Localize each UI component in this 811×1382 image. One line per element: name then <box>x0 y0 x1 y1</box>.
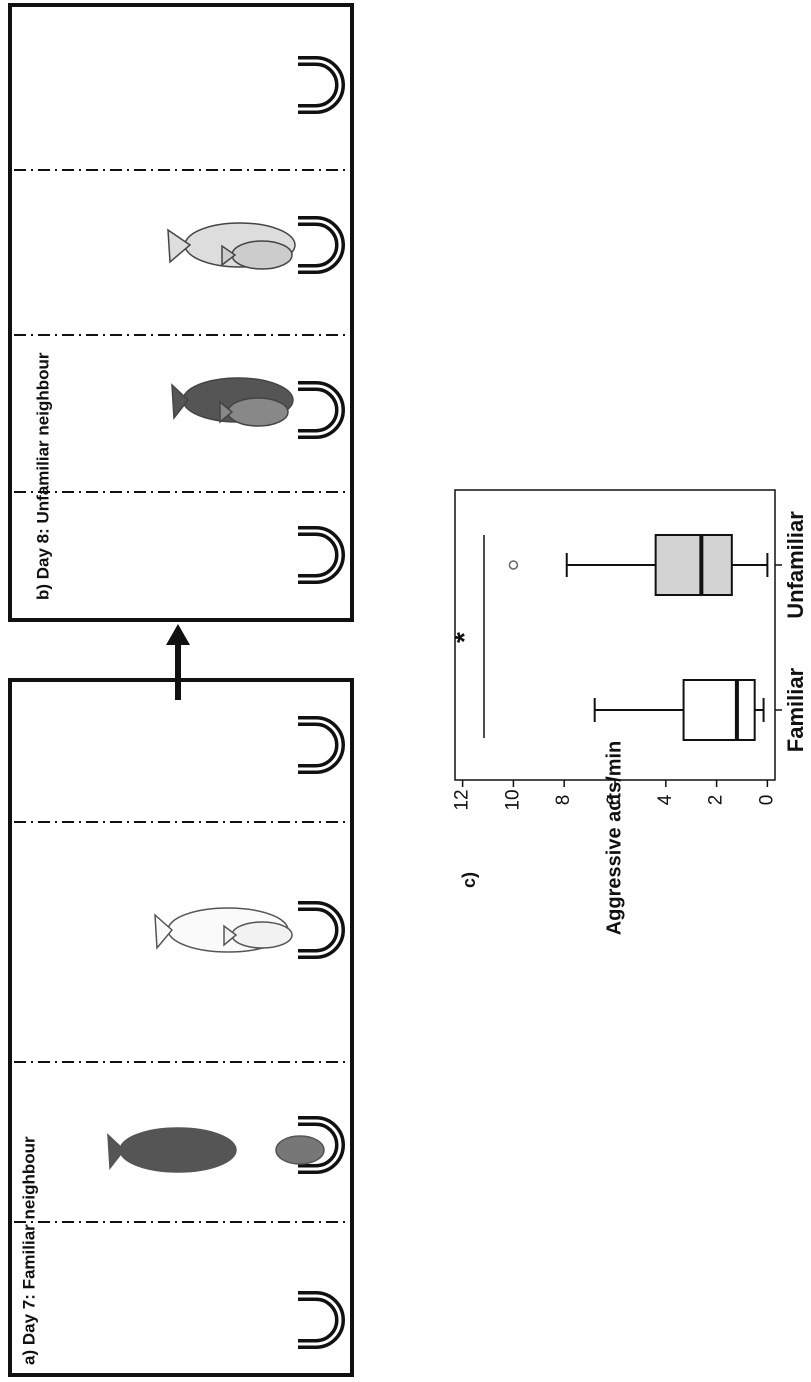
page: b) Day 8: Unfamiliar neighbour a) Day 7:… <box>0 0 811 1382</box>
y-tick-label: 6 <box>604 795 625 806</box>
y-tick-label: 4 <box>655 794 676 805</box>
box <box>684 680 755 740</box>
fish <box>108 908 324 1172</box>
outlier <box>509 561 517 569</box>
shelter <box>298 61 340 109</box>
y-tick-label: 8 <box>553 795 574 806</box>
panel-label: c) <box>459 872 479 888</box>
y-tick-label: 12 <box>452 789 473 810</box>
panel-label: b) Day 8: Unfamiliar neighbour <box>33 352 52 600</box>
axis-title: Aggressive acts/min <box>603 741 625 936</box>
shelter <box>298 221 340 269</box>
shelter <box>298 721 340 769</box>
x-tick-label: Familiar <box>783 667 808 752</box>
y-tick-label: 10 <box>502 789 523 810</box>
fish <box>168 223 295 426</box>
y-tick-label: 0 <box>756 795 777 806</box>
x-tick-label: Unfamiliar <box>783 511 808 619</box>
shelter <box>298 906 340 954</box>
tank-a <box>10 680 352 1375</box>
box <box>656 535 732 595</box>
shelter <box>298 1296 340 1344</box>
arrow-head <box>166 624 190 645</box>
annotation: * <box>448 632 479 643</box>
figure: b) Day 8: Unfamiliar neighbour a) Day 7:… <box>0 0 811 1382</box>
shelter <box>298 386 340 434</box>
panel-label: a) Day 7: Familiar neighbour <box>19 1136 38 1365</box>
shelter <box>298 531 340 579</box>
y-tick-label: 2 <box>706 795 727 806</box>
